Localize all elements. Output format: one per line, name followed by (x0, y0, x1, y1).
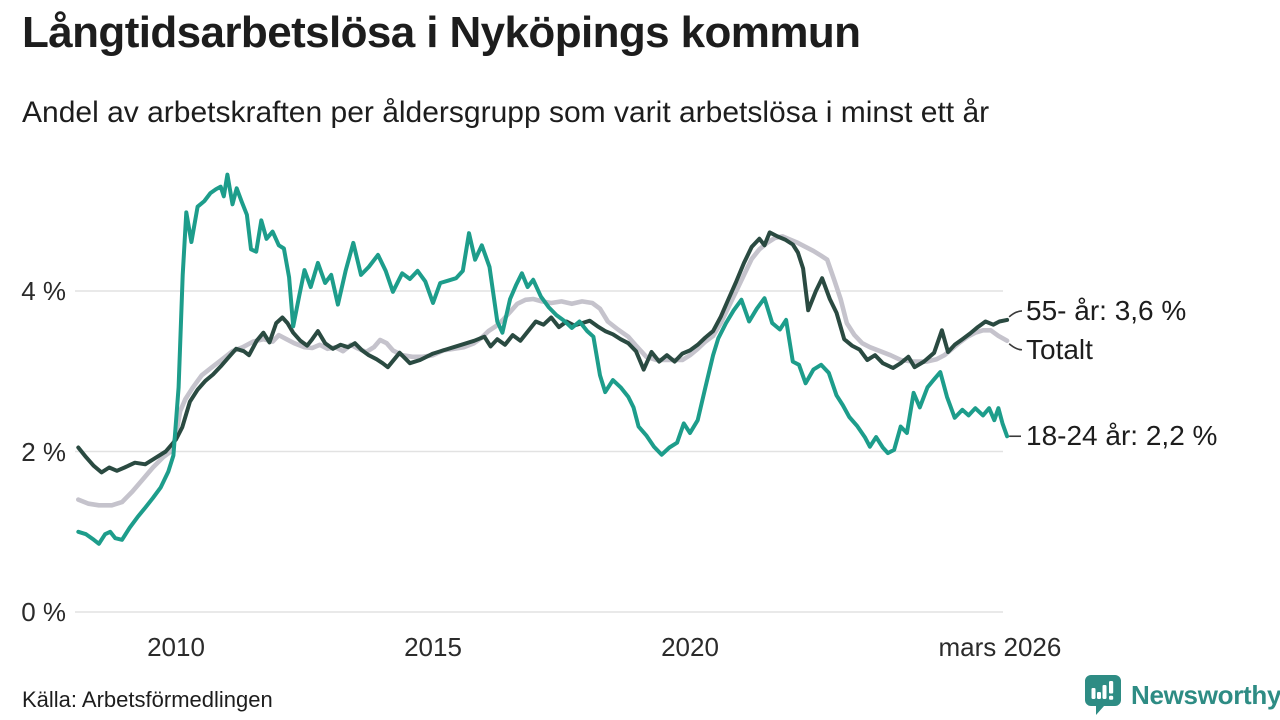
newsworthy-speech-bubble-icon (1085, 675, 1121, 715)
series-line-55--år (76, 230, 1010, 475)
page-title: Långtidsarbetslösa i Nyköpings kommun (22, 8, 861, 57)
chart-subtitle: Andel av arbetskraften per åldersgrupp s… (22, 96, 990, 129)
newsworthy-wordmark: Newsworthy (1131, 679, 1280, 710)
source-note: Källa: Arbetsförmedlingen (22, 687, 273, 712)
label-connector-Totalt (1008, 343, 1023, 351)
label-connector-55--år (1008, 310, 1023, 318)
newsworthy-logo[interactable]: Newsworthy (1084, 674, 1280, 716)
series-line-18-24-år (76, 172, 1010, 546)
